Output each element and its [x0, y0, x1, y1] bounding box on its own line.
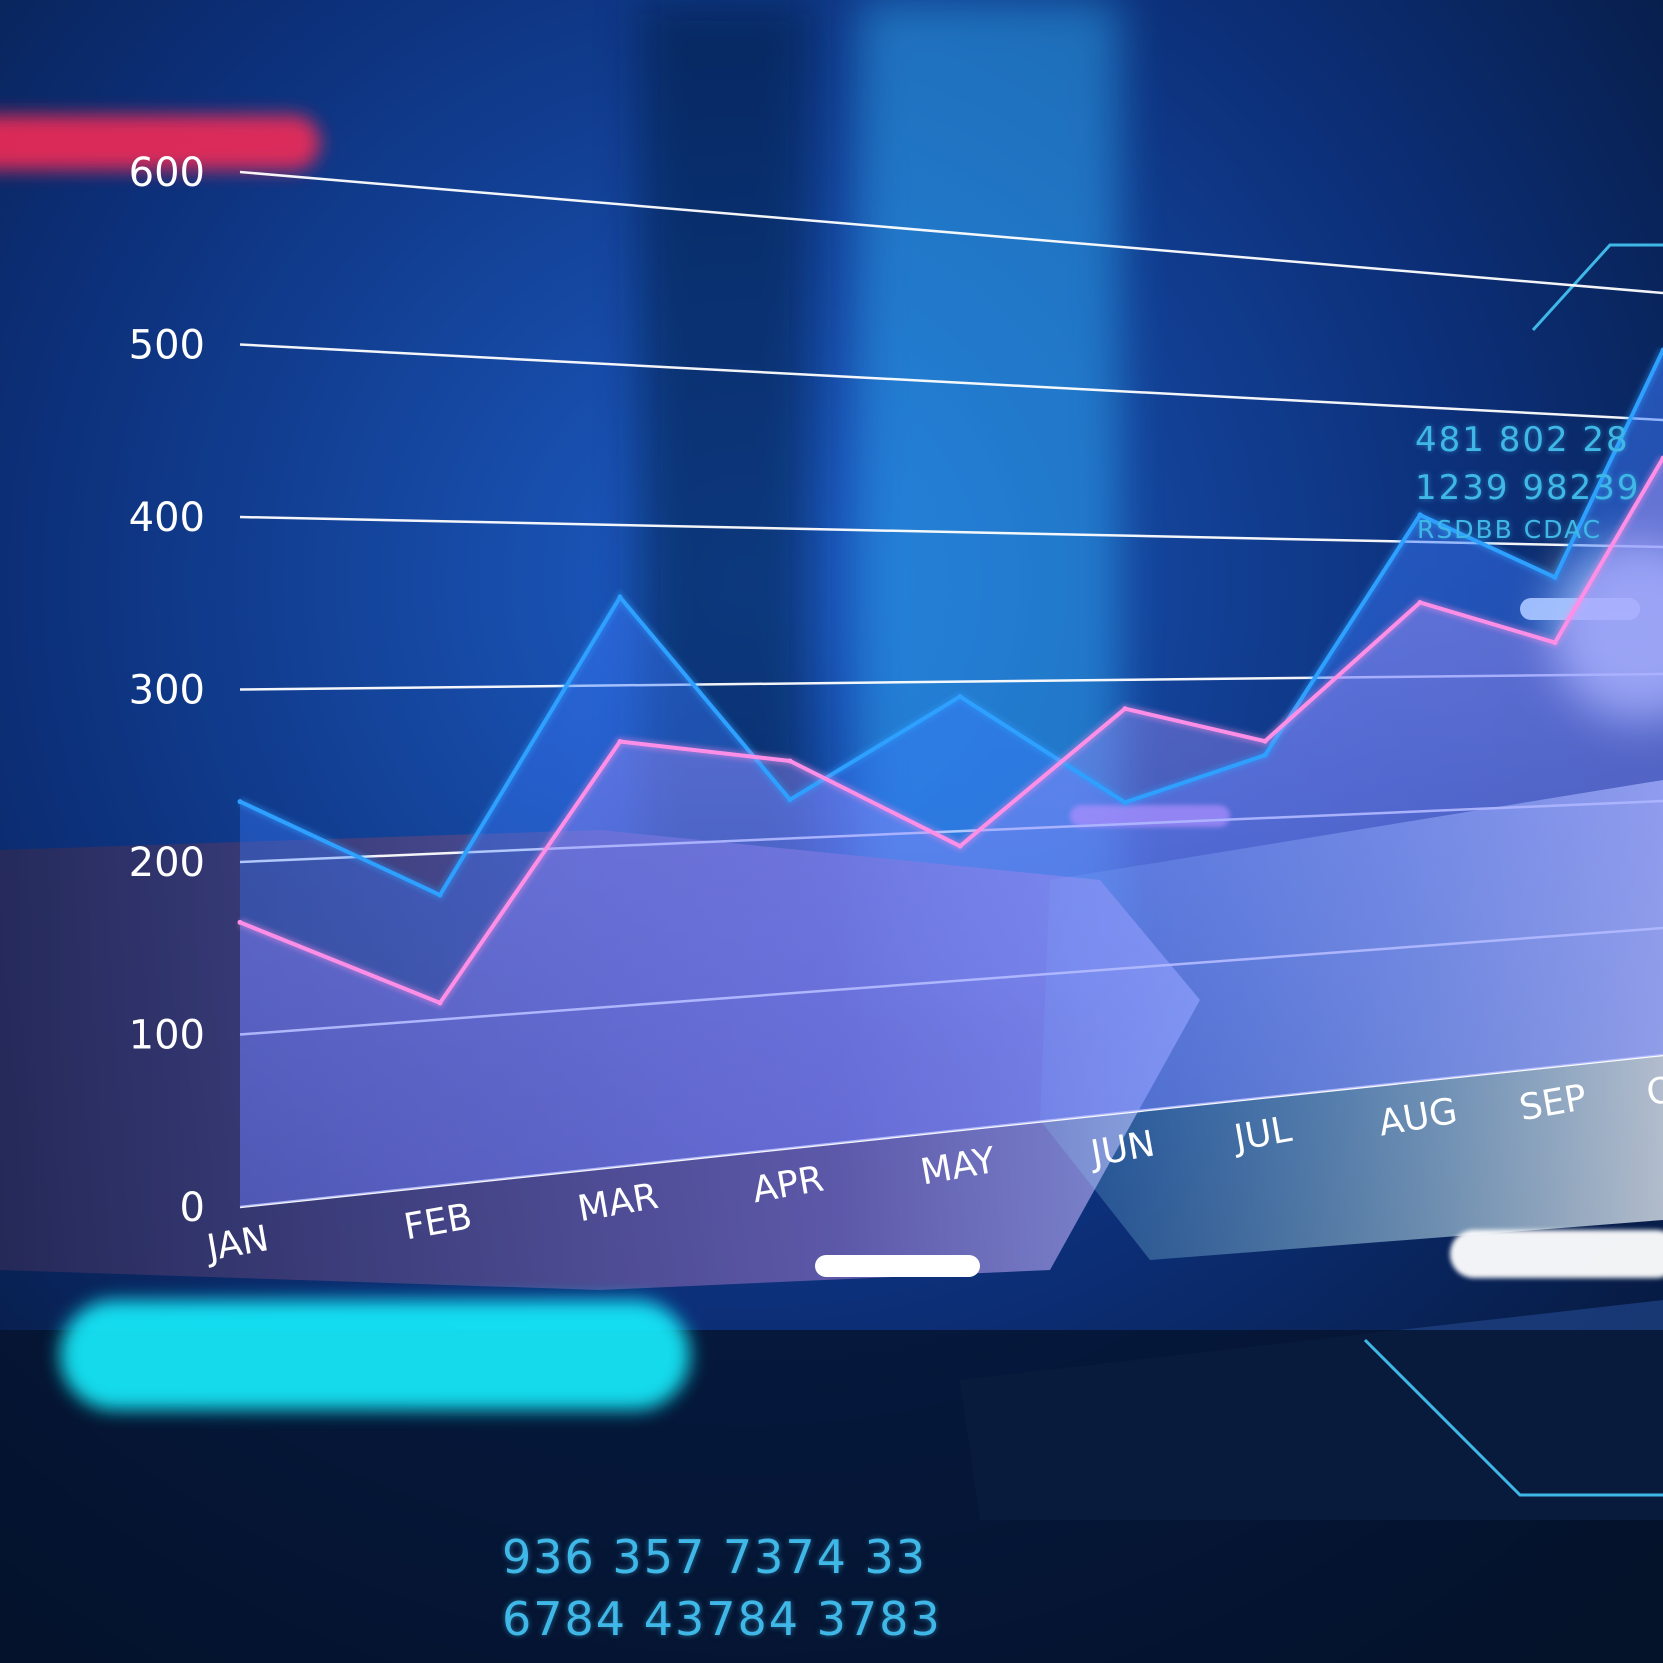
- gridline-500: [239, 343, 1663, 422]
- glow-cyan: [60, 1300, 690, 1410]
- data-point: [437, 1000, 443, 1006]
- y-tick-label: 100: [129, 1013, 205, 1059]
- data-point: [1122, 799, 1128, 805]
- hud-top-right-line1: 481 802 28: [1415, 420, 1630, 460]
- data-point: [1417, 600, 1423, 606]
- data-point: [237, 799, 243, 805]
- series-line: [239, 349, 1663, 898]
- x-tick-label: JUL: [1229, 1109, 1294, 1160]
- hud-bottom-line1: 936 357 7374 33: [502, 1530, 928, 1584]
- data-point: [787, 758, 793, 764]
- hud-bracket-top-right: [1531, 243, 1663, 332]
- data-point: [437, 892, 443, 898]
- hud-bracket-bottom-right: [1363, 1338, 1663, 1497]
- data-point: [1552, 574, 1558, 580]
- data-point: [237, 919, 243, 925]
- y-tick-label: 500: [129, 323, 205, 369]
- y-tick-label: 200: [129, 840, 205, 886]
- data-point: [957, 843, 963, 849]
- glow-red: [0, 115, 320, 170]
- data-point: [1262, 738, 1268, 744]
- y-tick-label: 400: [129, 495, 205, 541]
- hud-top-right-line2: 1239 98239: [1415, 468, 1641, 508]
- data-point: [617, 738, 623, 744]
- data-point: [1660, 455, 1663, 461]
- data-point: [1417, 512, 1423, 518]
- data-point: [1122, 706, 1128, 712]
- glow-white-bottom-center: [815, 1255, 980, 1277]
- gridline-600: [239, 170, 1663, 295]
- x-tick-label: O: [1643, 1069, 1663, 1114]
- data-point: [617, 594, 623, 600]
- y-tick-label: 300: [129, 668, 205, 714]
- data-point: [787, 797, 793, 803]
- series-area: [240, 458, 1663, 1208]
- y-tick-label: 600: [129, 150, 205, 196]
- series-line: [239, 457, 1663, 1006]
- data-point: [1660, 347, 1663, 353]
- y-tick-label: 0: [180, 1185, 205, 1231]
- data-point: [957, 694, 963, 700]
- hud-bottom-line2: 6784 43784 3783: [502, 1592, 942, 1646]
- glow-white-bottom-right: [1450, 1230, 1663, 1278]
- data-point: [1552, 640, 1558, 646]
- hud-top-right-line3: RSDBB CDAC: [1417, 515, 1603, 544]
- data-point: [1262, 752, 1268, 758]
- chart-series: [237, 347, 1663, 1208]
